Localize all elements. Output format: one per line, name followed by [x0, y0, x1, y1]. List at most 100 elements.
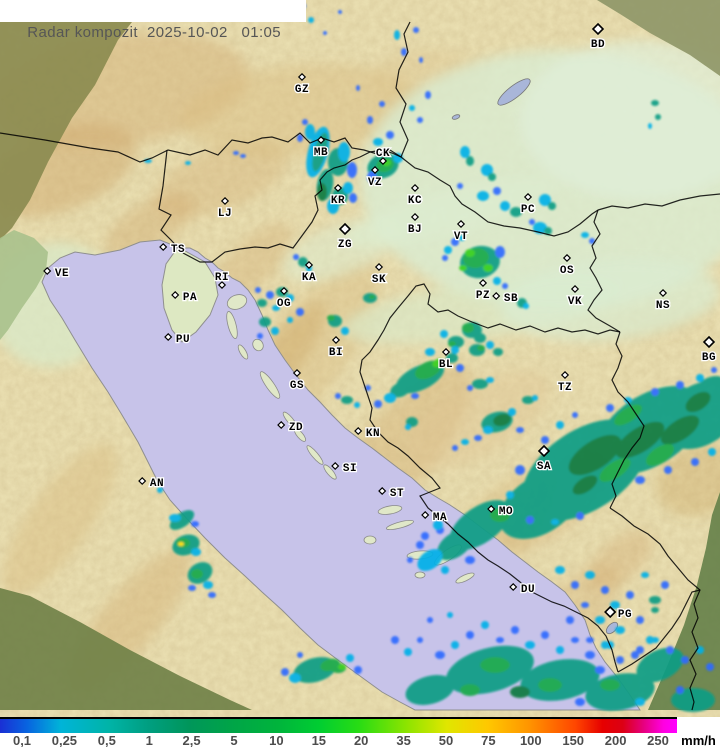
legend-unit: mm/h [681, 733, 716, 748]
legend-tick: 0,1 [12, 733, 32, 748]
city-bj: BJ [407, 212, 423, 237]
legend-tick: 5 [230, 733, 238, 748]
city-marker-icon [492, 291, 501, 301]
city-vz: VZ [367, 165, 383, 190]
legend-tick: 2,5 [182, 733, 201, 748]
city-marker-icon [164, 332, 173, 342]
city-mb: MB [313, 135, 329, 160]
city-marker-icon [562, 253, 572, 263]
city-marker-icon [702, 335, 716, 349]
city-marker-icon [537, 444, 551, 458]
city-marker-icon [171, 290, 180, 300]
radar-map: GZ BD LJ MB CK VZ KR ZG KC BJ VT PC TS VE RI PA PU KA SK OG… [0, 0, 720, 717]
city-marker-icon [378, 156, 388, 166]
city-tz: TZ [557, 370, 573, 395]
legend: 0,1 0,25 0,5 1 2,5 5 10 15 20 35 50 75 100 150 200 250 … [0, 717, 720, 751]
city-marker-icon [138, 476, 147, 486]
city-label: ZG [338, 239, 352, 251]
city-marker-icon [410, 212, 420, 222]
city-label: DU [521, 584, 535, 596]
legend-tick: 150 [562, 733, 585, 748]
city-marker-icon [331, 461, 340, 471]
city-marker-icon [338, 222, 352, 236]
city-marker-icon [378, 486, 387, 496]
city-marker-icon [370, 165, 380, 175]
city-label: CK [376, 148, 390, 160]
border-at-it-si-north [0, 132, 402, 163]
legend-tick: 0,25 [51, 733, 78, 748]
city-mo: MO [487, 504, 514, 519]
city-marker-icon [487, 504, 496, 514]
city-label: PU [176, 334, 190, 346]
city-label: KC [408, 195, 422, 207]
city-label: GZ [295, 84, 309, 96]
city-marker-icon [570, 284, 580, 294]
legend-colorbar [0, 717, 677, 733]
legend-tick: 50 [438, 733, 454, 748]
city-kr: KR [330, 183, 346, 208]
city-ri: RI [214, 271, 230, 290]
border-it-si-west [158, 149, 184, 254]
city-label: MO [499, 506, 513, 518]
city-marker-icon [560, 370, 570, 380]
radar-echoes [144, 3, 720, 712]
legend-tick: 200 [604, 733, 627, 748]
city-os: OS [559, 253, 575, 278]
city-marker-icon [421, 510, 430, 520]
city-label: TS [171, 244, 185, 256]
city-si: SI [331, 461, 358, 476]
city-label: PG [618, 609, 632, 621]
border-ba-me [527, 589, 619, 673]
city-gs: GS [289, 368, 305, 393]
city-sa: SA [536, 444, 552, 474]
city-kc: KC [407, 183, 423, 208]
city-marker-icon [159, 242, 168, 252]
outside-w [0, 230, 48, 340]
islands-layer [226, 294, 475, 584]
city-marker-icon [279, 286, 289, 296]
city-label: VE [55, 268, 69, 280]
city-label: RI [215, 272, 229, 284]
city-label: PC [521, 204, 535, 216]
lakes-layer [451, 78, 619, 635]
city-marker-icon [292, 368, 302, 378]
city-marker-icon [304, 260, 314, 270]
city-vt: VT [453, 219, 469, 244]
legend-tick: 10 [269, 733, 284, 748]
city-an: AN [138, 476, 165, 491]
city-ma: MA [421, 510, 448, 525]
title-bar: Radar kompozit 2025-10-02 01:05 [0, 0, 306, 41]
title-text: Radar kompozit 2025-10-02 01:05 [27, 24, 282, 41]
city-label: OS [560, 265, 574, 277]
city-marker-icon [220, 196, 230, 206]
istria-peninsula [161, 246, 219, 343]
city-marker-icon [410, 183, 420, 193]
city-st: ST [378, 486, 405, 501]
legend-tick: 100 [519, 733, 542, 748]
legend-tick: 15 [311, 733, 327, 748]
city-label: VZ [368, 177, 382, 189]
city-label: MB [314, 147, 328, 159]
city-label: PZ [476, 290, 490, 302]
city-zd: ZD [277, 421, 304, 435]
border-hr-ba [359, 283, 621, 591]
border-at-hu [395, 21, 411, 158]
city-marker-icon [316, 135, 326, 145]
city-label: LJ [218, 208, 232, 220]
legend-ticks: 0,1 0,25 0,5 1 2,5 5 10 15 20 35 50 75 100 150 200 250 [0, 733, 720, 751]
city-label: BJ [408, 224, 422, 236]
border-si-hr [182, 149, 402, 263]
legend-tick: 1 [145, 733, 153, 748]
city-marker-icon [374, 262, 384, 272]
city-label: BD [591, 39, 605, 51]
outside-sw [0, 588, 252, 710]
city-label: ZD [289, 422, 303, 434]
map-svg: GZ BD LJ MB CK VZ KR ZG KC BJ VT PC TS VE RI PA PU KA SK OG… [0, 0, 720, 717]
city-bl: BL [438, 347, 454, 372]
city-marker-icon [43, 266, 52, 276]
city-ts: TS [159, 242, 186, 257]
city-marker-icon [297, 72, 307, 82]
city-du: DU [509, 583, 536, 597]
border-ba-rs-drina [609, 331, 645, 509]
